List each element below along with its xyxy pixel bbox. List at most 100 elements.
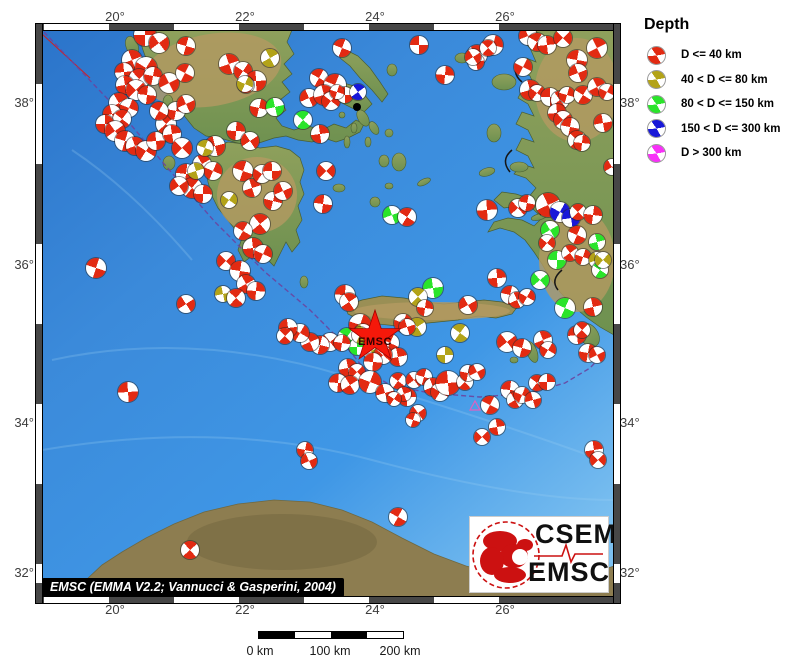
- beachball: [489, 419, 505, 435]
- tick-label-top-3: 26°: [495, 9, 515, 24]
- beachball: [519, 195, 535, 211]
- tick-label-bottom-1: 22°: [235, 602, 255, 617]
- beachball: [568, 226, 586, 244]
- beachball: [555, 298, 575, 318]
- map-area: EMSC EMSC (EMMA V2.2; Vannucci & Gasperi…: [41, 29, 615, 598]
- legend-item-label: D > 300 km: [681, 147, 742, 160]
- beachball: [350, 84, 366, 100]
- legend-item: D > 300 km: [643, 140, 800, 167]
- legend-item-label: 150 < D <= 300 km: [681, 122, 781, 135]
- legend-item: 40 < D <= 80 km: [643, 66, 800, 93]
- beachball: [410, 36, 428, 54]
- beachball: [474, 429, 490, 445]
- beachball: [589, 347, 605, 363]
- legend-item: 150 < D <= 300 km: [643, 115, 800, 142]
- beachball: [317, 162, 335, 180]
- beachball: [480, 40, 496, 56]
- beachball: [147, 132, 165, 150]
- beachball: [150, 102, 168, 120]
- beachball: [86, 258, 106, 278]
- beachball: [277, 328, 293, 344]
- beachball-magenta-icon: [643, 140, 670, 167]
- beachball: [525, 392, 541, 408]
- beachball-layer: [42, 30, 614, 597]
- tick-label-right-1: 36°: [620, 257, 640, 272]
- tick-label-top-2: 24°: [365, 9, 385, 24]
- beachball: [194, 185, 212, 203]
- beachball: [469, 364, 485, 380]
- beachball: [144, 67, 162, 85]
- beachball: [417, 300, 433, 316]
- beachball: [538, 36, 556, 54]
- tick-label-right-3: 32°: [620, 565, 640, 580]
- map-frame-bottom: [35, 596, 621, 604]
- beachball: [188, 163, 204, 179]
- beachball: [221, 192, 237, 208]
- beachball: [548, 251, 566, 269]
- tick-label-bottom-0: 20°: [105, 602, 125, 617]
- beachball: [383, 206, 401, 224]
- beachball-green-icon: [643, 91, 670, 118]
- beachball: [436, 371, 460, 395]
- beachball: [541, 221, 559, 239]
- tick-label-top-1: 22°: [235, 9, 255, 24]
- beachball: [570, 204, 586, 220]
- tick-label-left-0: 38°: [14, 95, 34, 110]
- csem-emsc-logo: CSEM EMSC: [470, 517, 614, 592]
- beachball: [387, 392, 401, 406]
- beachball: [250, 214, 270, 234]
- map-frame-left: [35, 23, 43, 604]
- scale-bar-label: 0 km: [246, 644, 274, 658]
- beachball: [181, 541, 199, 559]
- beachball: [423, 278, 443, 298]
- map-frame-top: [35, 23, 621, 31]
- tick-label-bottom-3: 26°: [495, 602, 515, 617]
- beachball-red-icon: [643, 42, 670, 69]
- beachball: [237, 76, 253, 92]
- beachball-olive-icon: [643, 66, 670, 93]
- beachball: [531, 271, 549, 289]
- epicenter-star: EMSC: [345, 307, 405, 367]
- legend-item-label: 80 < D <= 150 km: [681, 98, 775, 111]
- beachball: [389, 508, 407, 526]
- beachball: [227, 122, 245, 140]
- beachball: [247, 282, 265, 300]
- logo-line1: CSEM: [535, 519, 614, 549]
- scale-bar-label: 100 km: [309, 644, 351, 658]
- beachball: [241, 132, 259, 150]
- tick-label-left-2: 34°: [14, 415, 34, 430]
- scale-bar-label: 200 km: [379, 644, 421, 658]
- beachball: [574, 135, 590, 151]
- beachball: [436, 66, 454, 84]
- beachball: [604, 159, 614, 175]
- epicenter-star-label: EMSC: [358, 336, 392, 348]
- beachball: [569, 64, 587, 82]
- beachball: [177, 295, 195, 313]
- beachball: [364, 353, 382, 371]
- beachball: [595, 252, 611, 268]
- beachball: [149, 33, 169, 53]
- map-frame-right: [613, 23, 621, 604]
- beachball: [263, 162, 281, 180]
- logo-line2: EMSC: [528, 557, 611, 587]
- tick-label-top-0: 20°: [105, 9, 125, 24]
- beachball: [584, 298, 602, 316]
- beachball: [333, 39, 351, 57]
- beachball: [465, 49, 481, 65]
- beachball: [274, 182, 292, 200]
- beachball: [310, 69, 328, 87]
- globe-icon: [472, 521, 603, 589]
- tick-label-left-1: 36°: [14, 257, 34, 272]
- beachball: [406, 413, 420, 427]
- beachball: [334, 335, 350, 351]
- beachball: [574, 322, 590, 338]
- beachball: [539, 374, 555, 390]
- legend-item: D <= 40 km: [643, 42, 800, 69]
- beachball: [437, 347, 453, 363]
- beachball: [584, 206, 602, 224]
- beachball: [589, 234, 605, 250]
- beachball: [266, 98, 284, 116]
- beachball: [554, 30, 572, 47]
- beachball: [590, 452, 606, 468]
- beachball-blue-icon: [643, 115, 670, 142]
